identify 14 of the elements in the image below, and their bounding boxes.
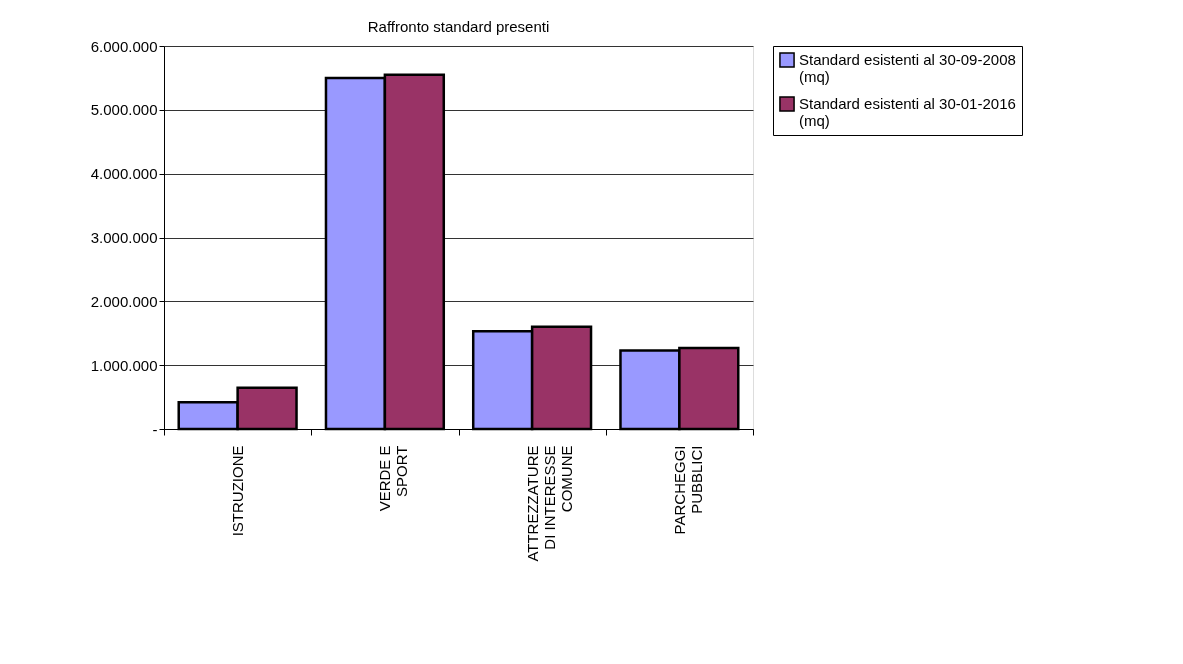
y-tick-label: 1.000.000 — [90, 356, 158, 374]
y-tick-label: 5.000.000 — [90, 101, 158, 119]
x-tick-label: PARCHEGGI PUBBLICI — [670, 445, 705, 535]
y-tick-label: 2.000.000 — [90, 292, 158, 310]
legend-label: Standard esistenti al 30-09-2008 (mq) — [799, 51, 1016, 85]
x-tick-label: ATTREZZATURE DI INTERESSE COMUNE — [523, 445, 575, 562]
chart-title: Raffronto standard presenti — [367, 18, 550, 35]
x-tick-label: VERDE E SPORT — [376, 445, 411, 512]
y-tick-label: - — [152, 420, 158, 438]
legend-label: Standard esistenti al 30-01-2016 (mq) — [799, 95, 1016, 129]
y-tick-label: 3.000.000 — [90, 229, 158, 246]
y-tick-label: 6.000.000 — [90, 37, 158, 55]
y-tick-label: 4.000.000 — [90, 165, 158, 183]
x-tick-label: ISTRUZIONE — [229, 445, 247, 537]
